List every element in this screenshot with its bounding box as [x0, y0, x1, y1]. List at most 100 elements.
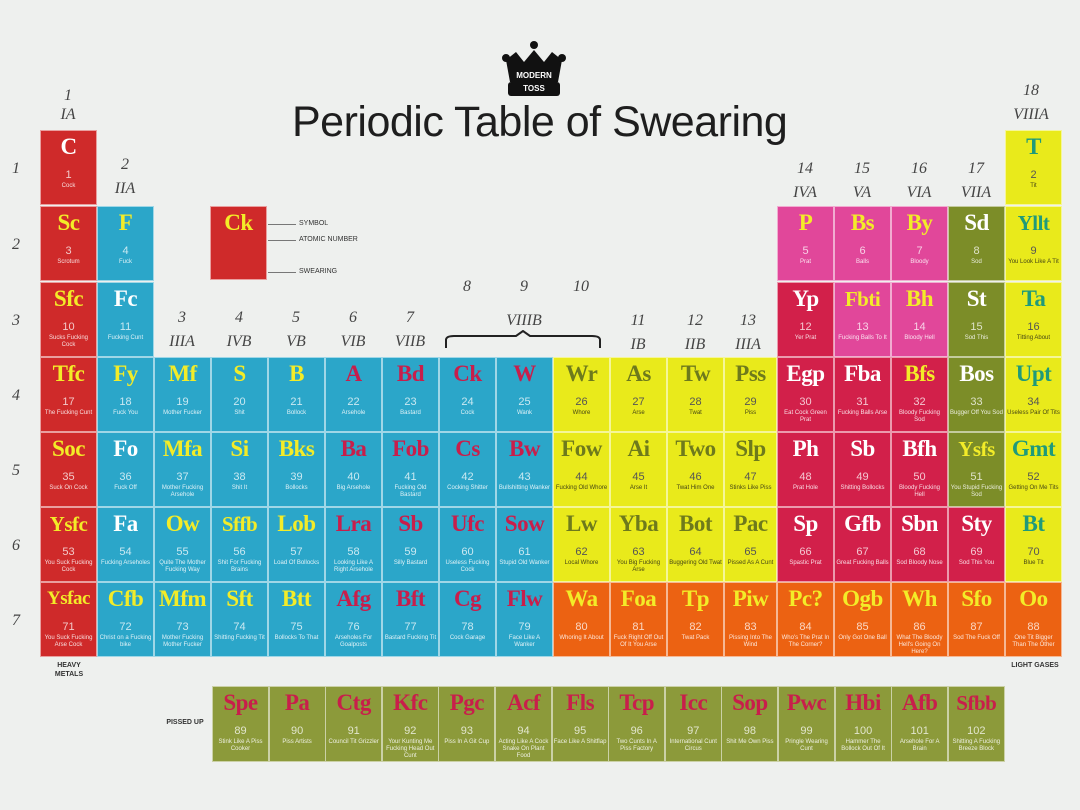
element-number: 4	[122, 245, 129, 257]
key-label-symbol: SYMBOL	[299, 220, 329, 227]
element-swearing: Mother Fucker	[163, 410, 202, 416]
element-cell-5: P 5 Prat	[777, 206, 834, 281]
element-number: 74	[233, 621, 246, 633]
element-cell-23: Bd 23 Bastard	[382, 357, 439, 432]
element-symbol: F	[118, 210, 133, 235]
element-cell-67: Gfb 67 Great Fucking Balls	[834, 507, 891, 582]
element-number: 93	[460, 725, 474, 737]
element-swearing: Stupid Old Wanker	[499, 560, 550, 566]
element-swearing: Suck On Cock	[49, 485, 88, 491]
element-symbol: Fa	[113, 511, 138, 536]
element-cell-98: Sop 98 Shit Me Own Piss	[721, 686, 779, 762]
element-swearing: Silly Bastard	[393, 560, 428, 566]
group-label: 8	[463, 278, 471, 295]
element-number: 49	[856, 471, 869, 483]
element-number: 29	[744, 396, 757, 408]
element-swearing: Stink Like A Piss Cooker	[218, 739, 263, 752]
period-label: 5	[12, 462, 20, 479]
element-swearing: Fuck	[118, 259, 132, 265]
element-number: 24	[461, 396, 474, 408]
element-number: 48	[799, 471, 812, 483]
element-swearing: Who's The Prat In The Corner?	[781, 635, 830, 648]
element-swearing: Fuck You	[113, 410, 138, 416]
element-number: 12	[799, 321, 812, 333]
element-cell-10: Sfc 10 Sucks Fucking Cock	[40, 282, 97, 357]
element-swearing: International Cunt Circus	[669, 739, 717, 752]
element-number: 10	[62, 321, 75, 333]
element-swearing: Shit It	[231, 485, 248, 491]
element-swearing: Shitting A Fucking Breeze Block	[952, 739, 1001, 752]
element-symbol: Pwc	[786, 690, 827, 715]
element-cell-8: Sd 8 Sod	[948, 206, 1005, 281]
element-symbol: Fob	[392, 436, 429, 461]
element-swearing: Your Kunting Me Fucking Head Out Cunt	[386, 739, 435, 759]
element-symbol: Ysfc	[49, 512, 88, 536]
element-symbol: St	[966, 286, 987, 311]
element-swearing: Arse It	[629, 485, 648, 491]
element-symbol: Ck	[453, 361, 482, 386]
element-swearing: Big Arsehole	[336, 485, 371, 491]
element-number: 71	[62, 621, 75, 633]
element-cell-32: Bfs 32 Bloody Fucking Sod	[891, 357, 948, 432]
element-number: 23	[404, 396, 417, 408]
element-number: 7	[916, 245, 923, 257]
element-number: 39	[290, 471, 303, 483]
element-cell-7: By 7 Bloody	[891, 206, 948, 281]
element-symbol: P	[798, 210, 813, 235]
element-symbol: Ai	[627, 436, 651, 461]
element-symbol: Sty	[961, 511, 992, 536]
element-cell-39: Bks 39 Bollocks	[268, 432, 325, 507]
element-swearing: Fucking Old Bastard	[394, 485, 427, 498]
element-symbol: By	[906, 210, 933, 235]
group-bracket	[445, 330, 601, 348]
element-swearing: Bastard	[400, 410, 421, 416]
element-symbol: Sfc	[53, 286, 84, 311]
element-cell-50: Bfh 50 Bloody Fucking Hell	[891, 432, 948, 507]
element-symbol: Fo	[113, 436, 138, 461]
element-symbol: Oo	[1019, 586, 1048, 611]
element-symbol: Fba	[844, 361, 881, 386]
element-cell-47: Slp 47 Stinks Like Piss	[724, 432, 777, 507]
element-symbol: Two	[675, 436, 716, 461]
element-symbol: Sb	[398, 511, 423, 536]
element-cell-27: As 27 Arse	[610, 357, 667, 432]
element-swearing: Arsehole For A Brain	[899, 739, 940, 752]
element-number: 40	[347, 471, 360, 483]
element-number: 30	[799, 396, 812, 408]
element-number: 6	[859, 245, 866, 257]
element-symbol: Fbti	[844, 287, 881, 311]
element-number: 35	[62, 471, 75, 483]
element-symbol: Wh	[902, 586, 937, 611]
element-cell-70: Bt 70 Blue Tit	[1005, 507, 1062, 582]
element-symbol: Soc	[52, 436, 86, 461]
element-number: 85	[856, 621, 869, 633]
element-cell-46: Two 46 Twat Him One	[667, 432, 724, 507]
element-cell-95: Fls 95 Face Like A Shitflap	[551, 686, 609, 762]
element-number: 99	[800, 725, 813, 737]
element-cell-31: Fba 31 Fucking Balls Arse	[834, 357, 891, 432]
element-swearing: Arse	[632, 410, 645, 416]
element-cell-91: Ctg 91 Council Tit Grizzler	[325, 686, 383, 762]
element-symbol: Sp	[793, 511, 818, 536]
element-cell-59: Sb 59 Silly Bastard	[382, 507, 439, 582]
element-cell-9: Yllt 9 You Look Like A Tit	[1005, 206, 1062, 281]
element-cell-30: Egp 30 Eat Cock Green Prat	[777, 357, 834, 432]
element-cell-2: T 2 Tit	[1005, 130, 1062, 205]
element-cell-55: Ow 55 Quite The Mother Fucking Way	[154, 507, 211, 582]
element-number: 66	[799, 546, 812, 558]
element-cell-14: Bh 14 Bloody Hell	[891, 282, 948, 357]
element-cell-64: Bot 64 Buggering Old Twat	[667, 507, 724, 582]
element-number: 61	[518, 546, 531, 558]
element-cell-36: Fo 36 Fuck Off	[97, 432, 154, 507]
element-symbol: Cg	[453, 586, 482, 611]
element-symbol: Sfo	[961, 586, 992, 611]
element-cell-49: Sb 49 Shitting Bollocks	[834, 432, 891, 507]
element-cell-69: Sty 69 Sod This You	[948, 507, 1005, 582]
element-number: 28	[689, 396, 702, 408]
element-swearing: Useless Fucking Cock	[445, 560, 490, 573]
element-symbol: Ysfs	[958, 437, 995, 461]
element-number: 15	[970, 321, 983, 333]
element-symbol: Bfh	[902, 436, 937, 461]
group-label: 16	[911, 160, 927, 177]
element-swearing: Titting About	[1016, 335, 1051, 341]
